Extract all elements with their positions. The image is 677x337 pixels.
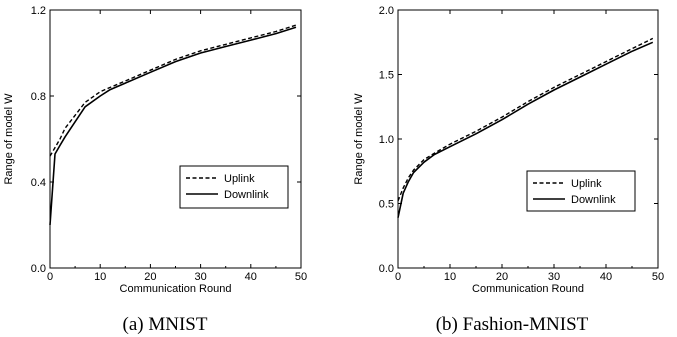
- legend-label-downlink: Downlink: [571, 194, 616, 206]
- fashion-mnist-caption: (b) Fashion-MNIST: [436, 314, 589, 335]
- x-tick-label: 20: [144, 271, 156, 283]
- y-tick-label: 0.8: [31, 91, 46, 103]
- series-line-uplink: [49, 24, 297, 157]
- legend: Uplink Downlink: [179, 165, 289, 209]
- legend-box: [179, 165, 289, 209]
- x-tick-label: 20: [496, 271, 508, 283]
- x-tick-label: 50: [295, 271, 307, 283]
- legend-label-downlink: Downlink: [224, 189, 269, 201]
- y-tick-label: 1.5: [379, 70, 394, 82]
- x-axis-label: Communication Round: [120, 283, 232, 295]
- y-tick-label: 0.0: [31, 263, 46, 275]
- y-tick-label: 1.0: [379, 134, 394, 146]
- plot-frame: [49, 9, 302, 269]
- legend: Uplink Downlink: [526, 170, 636, 212]
- legend-label-uplink: Uplink: [571, 178, 602, 190]
- y-tick-label: 0.0: [379, 263, 394, 275]
- mnist-chart-panel: 0 10 20 30 40 50 0.0 0.4 0.8 1.2 Communication Rou…: [3, 5, 307, 295]
- series-line-uplink: [397, 37, 654, 202]
- x-axis-label: Communication Round: [472, 283, 584, 295]
- fashion-mnist-chart-panel: 0 10 20 30 40 50 0.0 0.5 1.0 1.5 2.0 Communication …: [353, 5, 664, 295]
- mnist-caption: (a) MNIST: [123, 314, 208, 335]
- legend-label-uplink: Uplink: [224, 173, 255, 185]
- x-tick-label: 30: [194, 271, 206, 283]
- x-tick-label: 30: [548, 271, 560, 283]
- x-tick-label: 0: [395, 271, 401, 283]
- y-tick-label: 0.5: [379, 199, 394, 211]
- series-line-downlink: [49, 26, 297, 226]
- x-tick-label: 40: [245, 271, 257, 283]
- y-axis-label: Range of model W: [3, 93, 15, 185]
- x-tick-label: 40: [600, 271, 612, 283]
- x-tick-label: 50: [652, 271, 664, 283]
- legend-box: [526, 170, 636, 212]
- series-line-downlink: [397, 41, 654, 218]
- y-axis-label: Range of model W: [353, 93, 365, 185]
- y-tick-label: 0.4: [31, 177, 46, 189]
- x-tick-label: 10: [94, 271, 106, 283]
- y-tick-label: 2.0: [379, 5, 394, 17]
- y-tick-label: 1.2: [31, 5, 46, 17]
- x-tick-label: 10: [444, 271, 456, 283]
- plot-frame: [397, 9, 659, 269]
- x-tick-label: 0: [47, 271, 53, 283]
